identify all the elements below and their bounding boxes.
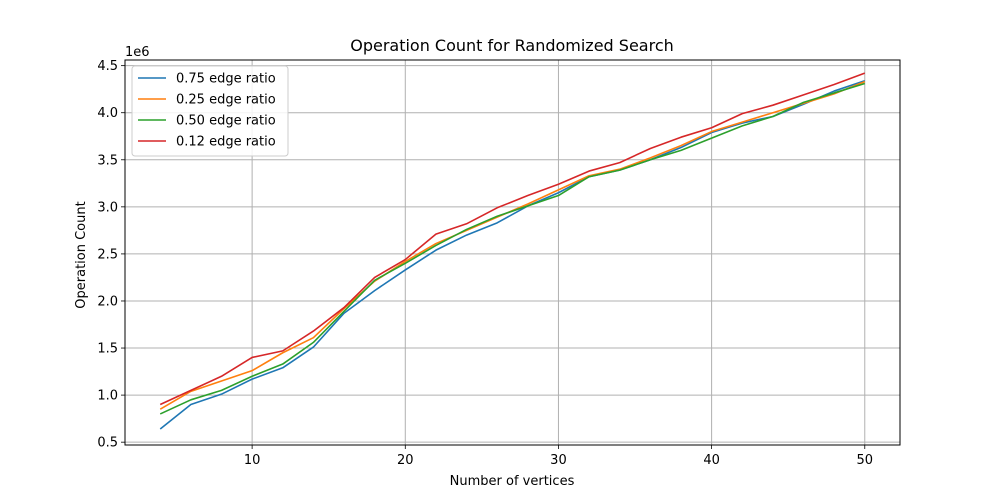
legend-label-1: 0.75 edge ratio [176,72,276,87]
legend-label-2: 0.25 edge ratio [176,93,276,108]
x-axis-ticks: 10 20 30 40 50 [244,445,873,468]
x-tick-label: 10 [244,453,261,468]
y-tick-label: 4.0 [97,106,118,121]
y-tick-label: 0.5 [97,436,118,451]
y-tick-label: 1.0 [97,389,118,404]
series-line-1 [159,79,866,430]
x-tick-label: 50 [856,453,873,468]
x-tick-label: 20 [397,453,414,468]
series-line-4 [159,72,866,406]
y-axis-offset-label: 1e6 [125,45,150,60]
legend-label-4: 0.12 edge ratio [176,135,276,150]
y-tick-label: 3.5 [97,153,118,168]
y-tick-label: 3.0 [97,200,118,215]
x-axis-label: Number of vertices [450,474,575,489]
chart-title: Operation Count for Randomized Search [350,36,674,55]
plot-area-frame [124,59,901,446]
legend-label-3: 0.50 edge ratio [176,114,276,129]
y-tick-label: 1.5 [97,342,118,357]
x-tick-label: 40 [703,453,720,468]
y-tick-label: 4.5 [97,59,118,74]
series-lines [159,72,866,430]
x-tick-label: 30 [550,453,567,468]
y-tick-label: 2.5 [97,247,118,262]
y-tick-label: 2.0 [97,294,118,309]
legend: 0.75 edge ratio 0.25 edge ratio 0.50 edge … [131,65,289,157]
grid [125,60,900,445]
series-line-3 [159,82,866,415]
legend-box [131,65,289,157]
y-axis-ticks: 0.5 1.0 1.5 2.0 2.5 3.0 3.5 4.0 4.5 [97,59,125,451]
y-axis-label: Operation Count [74,201,89,308]
